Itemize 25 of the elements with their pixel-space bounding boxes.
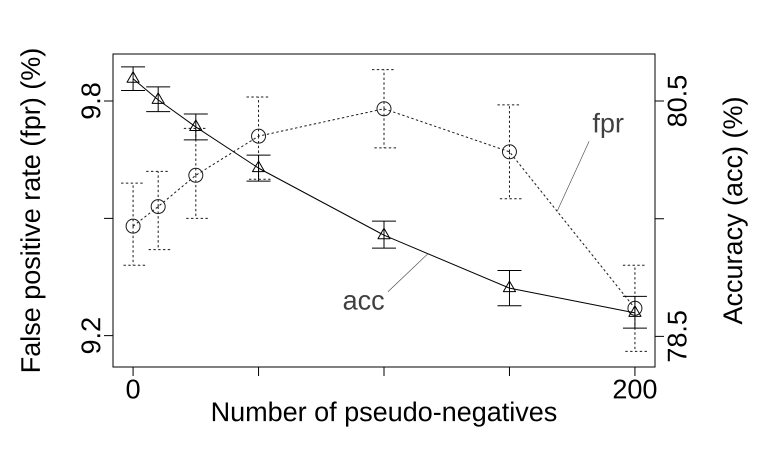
point xyxy=(502,280,516,292)
point xyxy=(251,128,266,144)
point xyxy=(502,144,517,160)
y2-axis-title: Accuracy (acc) (%) xyxy=(722,98,748,324)
point xyxy=(627,300,642,316)
y-tick-label: 9.8 xyxy=(81,83,100,118)
point xyxy=(377,228,391,240)
point xyxy=(376,101,392,116)
point xyxy=(628,305,642,317)
point xyxy=(152,92,165,104)
x-axis-title: Number of pseudo-negatives xyxy=(212,402,556,427)
point xyxy=(188,168,204,183)
text: fpr xyxy=(592,112,624,138)
y-axis-title: False positive rate (fpr) (%) xyxy=(20,49,46,372)
y2-tick-label: 78.5 xyxy=(668,311,687,362)
point xyxy=(252,160,266,172)
point xyxy=(189,119,202,131)
point xyxy=(126,218,141,234)
point xyxy=(126,71,140,83)
point xyxy=(150,199,166,214)
y2-tick-label: 80.5 xyxy=(668,76,687,126)
x-tick-label: 0 xyxy=(126,380,140,399)
y-tick-label: 9.2 xyxy=(81,318,100,354)
x-tick-label: 200 xyxy=(614,380,656,399)
text: acc xyxy=(344,295,384,310)
